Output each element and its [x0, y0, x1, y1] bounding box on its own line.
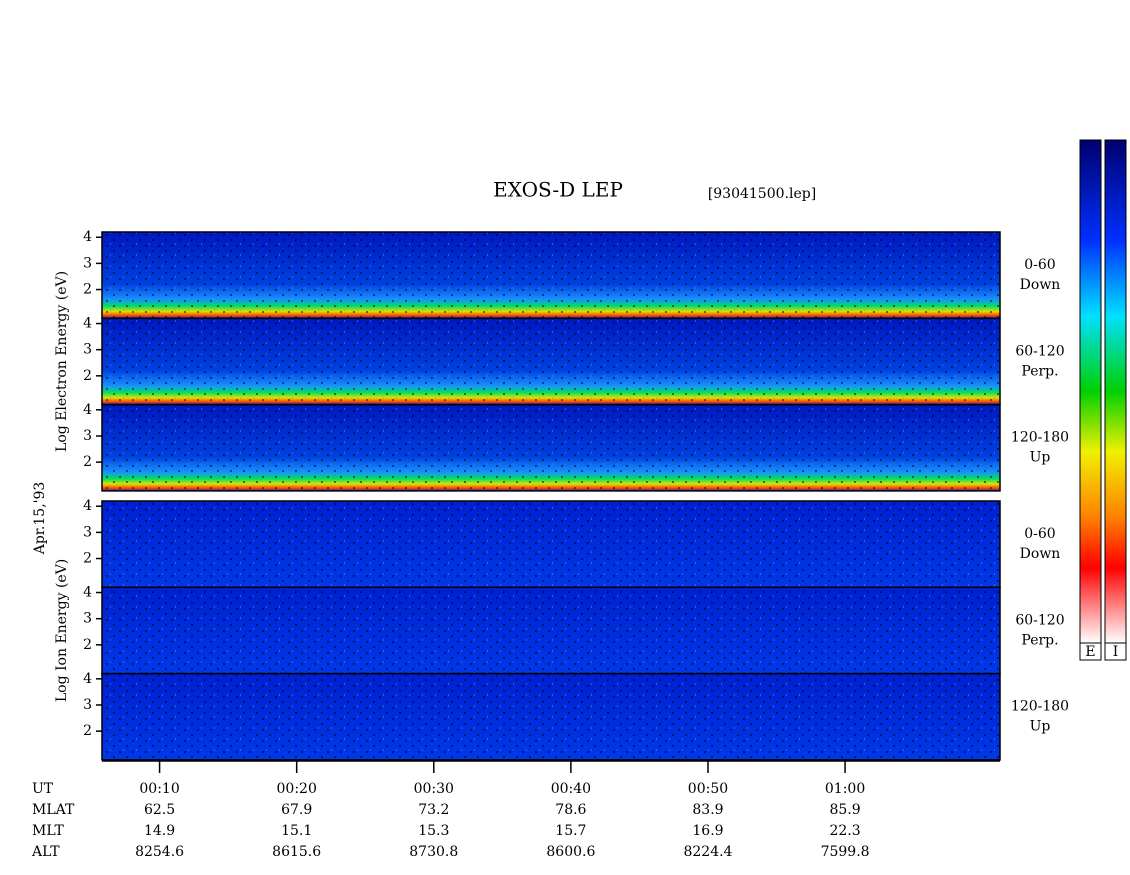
panel-label: 60-120 [1015, 343, 1064, 359]
date-label: Apr.15,'93 [32, 482, 48, 556]
colorbar [1104, 139, 1127, 644]
panel-label: Down [1020, 277, 1061, 293]
colorbar-label: E [1085, 644, 1095, 660]
row-label: MLAT [32, 802, 75, 818]
colorbar [1079, 139, 1102, 644]
panel-label: 120-180 [1011, 430, 1069, 446]
y-tick-label: 4 [83, 402, 92, 418]
row-value: 15.1 [281, 823, 312, 839]
row-value: 78.6 [555, 802, 586, 818]
x-axis-label: UT [32, 781, 54, 797]
row-value: 85.9 [829, 802, 860, 818]
panel-label: 120-180 [1011, 699, 1069, 715]
row-value: 14.9 [144, 823, 175, 839]
y-tick-label: 2 [83, 551, 92, 567]
spectrogram-noise [102, 232, 1000, 319]
row-value: 15.7 [555, 823, 586, 839]
x-tick-label: 00:10 [139, 781, 179, 797]
row-value: 8730.8 [409, 844, 458, 860]
y-tick-label: 3 [83, 342, 92, 358]
panel-label: Perp. [1021, 632, 1058, 648]
row-label: MLT [32, 823, 64, 839]
y-tick-label: 3 [83, 697, 92, 713]
y-tick-label: 2 [83, 723, 92, 739]
spectrogram-noise [102, 673, 1000, 760]
row-value: 8600.6 [546, 844, 595, 860]
row-label: ALT [31, 844, 60, 860]
row-value: 62.5 [144, 802, 175, 818]
row-value: 8254.6 [135, 844, 184, 860]
spectrogram-noise [102, 587, 1000, 674]
row-value: 8615.6 [272, 844, 321, 860]
y-axis-label: Log Electron Energy (eV) [54, 271, 70, 452]
row-value: 7599.8 [821, 844, 870, 860]
row-value: 22.3 [829, 823, 860, 839]
spectrogram-noise [102, 318, 1000, 405]
y-tick-label: 4 [83, 498, 92, 514]
y-tick-label: 2 [83, 454, 92, 470]
y-tick-label: 2 [83, 282, 92, 298]
x-tick-label: 01:00 [825, 781, 865, 797]
spectrogram-noise [102, 501, 1000, 588]
row-value: 16.9 [692, 823, 723, 839]
panel-label: 0-60 [1024, 526, 1055, 542]
y-tick-label: 2 [83, 637, 92, 653]
colorbar-box [1079, 642, 1102, 661]
panel-label: 60-120 [1015, 612, 1064, 628]
panel-label: Up [1030, 450, 1051, 466]
y-tick-label: 3 [83, 428, 92, 444]
x-tick-label: 00:50 [688, 781, 728, 797]
colorbar-box [1104, 642, 1127, 661]
y-tick-label: 4 [83, 316, 92, 332]
chart-title: EXOS-D LEP [493, 178, 623, 202]
panel-label: 0-60 [1024, 257, 1055, 273]
x-tick-label: 00:30 [414, 781, 454, 797]
y-tick-label: 4 [83, 671, 92, 687]
panel-label: Perp. [1021, 363, 1058, 379]
panel-label: Up [1030, 719, 1051, 735]
x-tick-label: 00:20 [277, 781, 317, 797]
row-value: 15.3 [418, 823, 449, 839]
row-value: 67.9 [281, 802, 312, 818]
file-label: [93041500.lep] [708, 186, 816, 202]
row-value: 83.9 [692, 802, 723, 818]
row-value: 73.2 [418, 802, 449, 818]
y-tick-label: 2 [83, 368, 92, 384]
y-tick-label: 3 [83, 524, 92, 540]
row-value: 8224.4 [683, 844, 732, 860]
spectrogram-noise [102, 404, 1000, 491]
colorbar-label: I [1113, 644, 1119, 660]
panel-frame [101, 672, 1001, 761]
x-tick-label: 00:40 [551, 781, 591, 797]
y-tick-label: 3 [83, 255, 92, 271]
y-axis-label: Log Ion Energy (eV) [54, 559, 70, 702]
y-tick-label: 4 [83, 229, 92, 245]
y-tick-label: 3 [83, 611, 92, 627]
panel-frame [101, 403, 1001, 492]
panel-label: Down [1020, 546, 1061, 562]
y-tick-label: 4 [83, 585, 92, 601]
